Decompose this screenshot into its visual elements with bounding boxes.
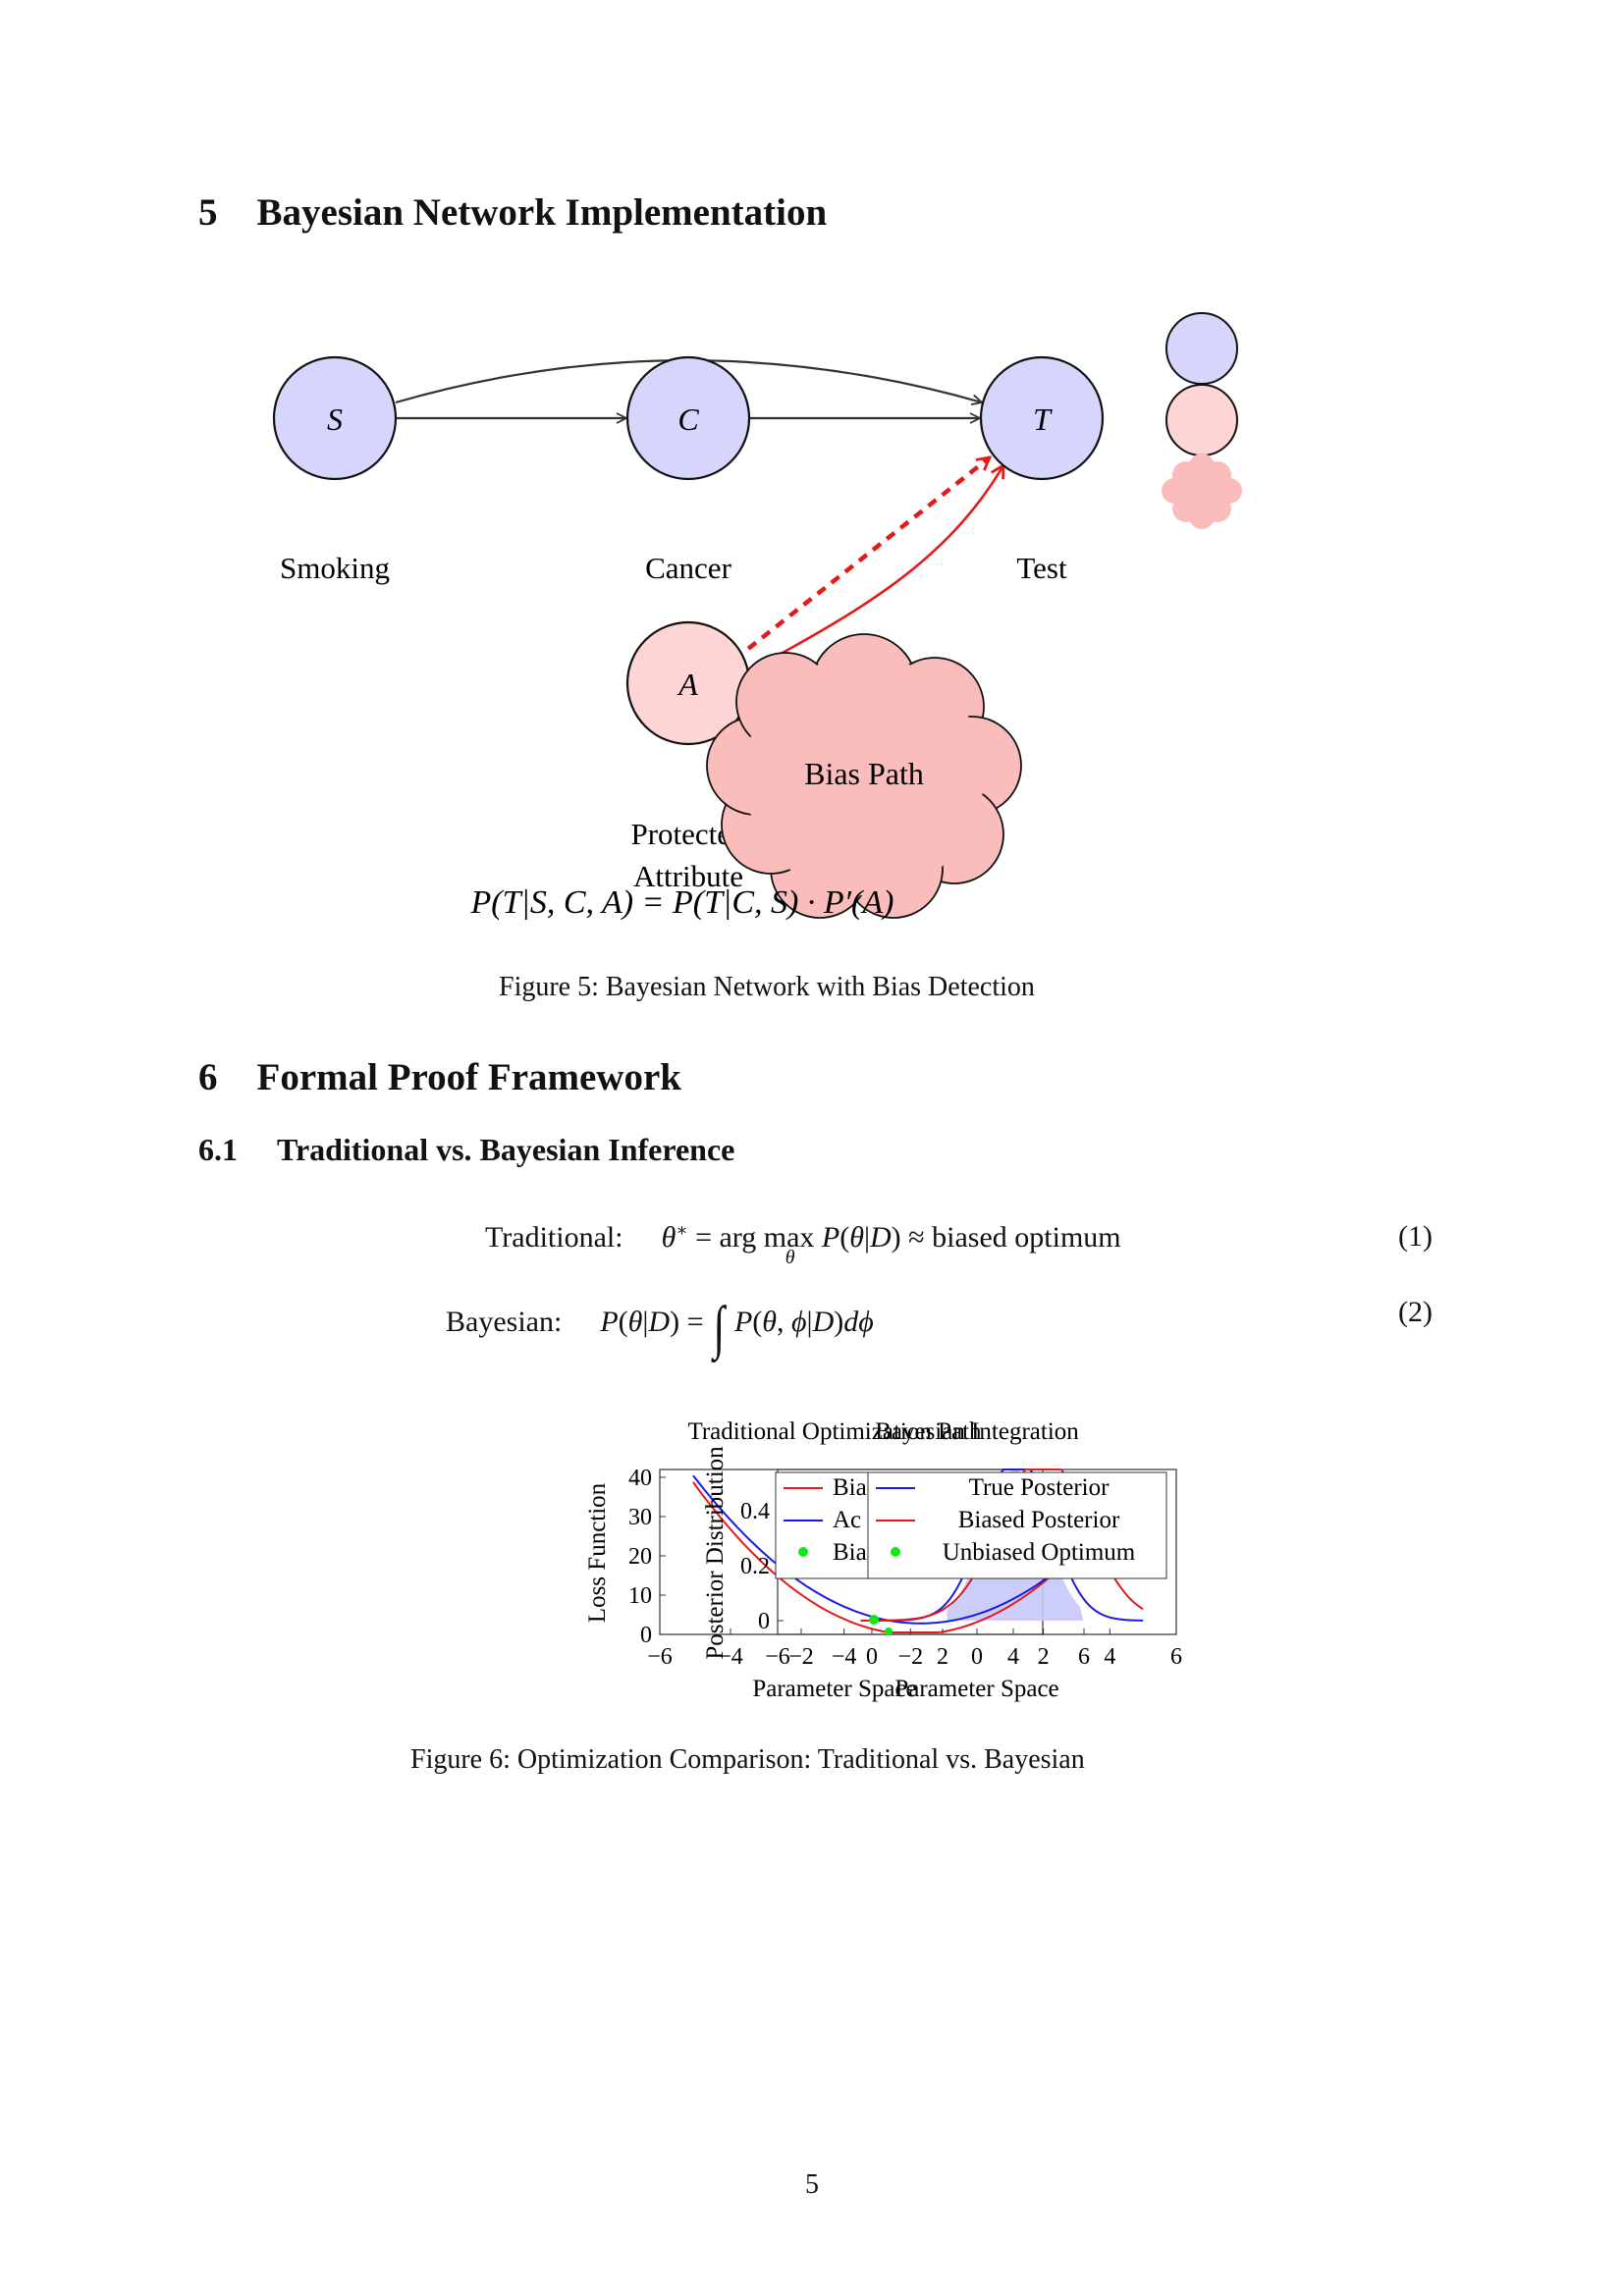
chart1-xtick-label: 2: [937, 1644, 948, 1670]
chart1-legend-label: Bia: [833, 1474, 867, 1501]
chart2-ytick-label: 0.4: [740, 1499, 770, 1524]
chart2-ytick-label: 0.2: [740, 1554, 770, 1579]
node-symbol: S: [327, 401, 343, 437]
chart2-ytick-label: 0: [758, 1609, 770, 1634]
equation-label: Traditional:: [485, 1221, 623, 1254]
section-title: Formal Proof Framework: [257, 1056, 681, 1098]
chart2-ylabel: Posterior Distribution: [702, 1446, 729, 1660]
chart1-ytick-label: 40: [628, 1466, 652, 1491]
chart2-legend-swatch: [891, 1547, 900, 1557]
chart1-ytick-label: 20: [628, 1544, 652, 1570]
chart2-xtick-label: −6: [765, 1644, 790, 1670]
bayesian-network-diagram: S C T A Smoking Cancer Test Protected At…: [0, 0, 1624, 962]
subsection-number: 6.1: [198, 1132, 238, 1167]
chart1-ytick-label: 10: [628, 1583, 652, 1609]
diagram-formula: P(T|S, C, A) = P(T|C, S) · P′(A): [470, 884, 894, 921]
chart1-xtick-label: −6: [647, 1644, 673, 1670]
chart2-xtick-label: 6: [1170, 1644, 1182, 1670]
chart2-xtick-label: −4: [832, 1644, 857, 1670]
node-label-smoking: Smoking: [280, 551, 390, 585]
chart1-xtick-label: 4: [1007, 1644, 1019, 1670]
chart1-optimum-point: [885, 1628, 893, 1635]
figure-6-charts: 010203040−6−4−2024600.20.4−6−4−20246Trad…: [0, 1394, 1624, 1728]
subsection-title: Traditional vs. Bayesian Inference: [277, 1132, 734, 1167]
equation-1-number: (1): [1398, 1220, 1433, 1254]
figure-5-caption: Figure 5: Bayesian Network with Bias Det…: [499, 972, 1035, 1003]
legend-sample-cloud: [1162, 454, 1242, 529]
chart1-xtick-label: 0: [866, 1644, 878, 1670]
chart2-legend-label: Unbiased Optimum: [943, 1539, 1136, 1566]
node-label-test: Test: [1016, 551, 1067, 585]
node-symbol: A: [677, 667, 698, 702]
chart2-xtick-label: 2: [1038, 1644, 1050, 1670]
node-label-cancer: Cancer: [645, 551, 731, 585]
legend-sample-pink: [1166, 385, 1237, 455]
section-6-heading: 6 Formal Proof Framework: [198, 1055, 681, 1099]
bias-edge-dashed: [734, 457, 990, 660]
chart2-xtick-label: −2: [898, 1644, 924, 1670]
chart2-xlabel: Parameter Space: [894, 1676, 1058, 1702]
chart1-ylabel: Loss Function: [584, 1482, 611, 1623]
node-test: T: [981, 357, 1103, 479]
bias-path-label: Bias Path: [804, 756, 924, 791]
equation-1: Traditional: θ∗ = arg maxθ P(θ|D) ≈ bias…: [485, 1220, 1121, 1255]
node-symbol: C: [677, 401, 699, 437]
chart2-legend-label: True Posterior: [969, 1474, 1110, 1501]
node-cancer: C: [627, 357, 749, 479]
legend-sample-blue: [1166, 313, 1237, 384]
node-symbol: T: [1033, 401, 1053, 437]
chart1-legend-swatch: [798, 1547, 808, 1557]
section-number: 6: [198, 1056, 218, 1098]
chart2-xtick-label: 0: [971, 1644, 983, 1670]
chart1-ytick-label: 30: [628, 1505, 652, 1530]
page-number: 5: [805, 2169, 819, 2201]
chart2-legend-label: Biased Posterior: [958, 1507, 1120, 1533]
chart1-xtick-label: −2: [788, 1644, 814, 1670]
chart1-xtick-label: 6: [1078, 1644, 1090, 1670]
equation-2: Bayesian: P(θ|D) = ∫ P(θ, ϕ|D)dϕ: [446, 1294, 874, 1362]
figure-6-caption: Figure 6: Optimization Comparison: Tradi…: [410, 1744, 1085, 1776]
chart1-legend-label: Ac: [833, 1507, 861, 1533]
chart2-xtick-label: 4: [1104, 1644, 1115, 1670]
node-smoking: S: [274, 357, 396, 479]
chart1-legend-label: Bia: [833, 1539, 867, 1566]
equation-label: Bayesian:: [446, 1306, 562, 1338]
equation-2-number: (2): [1398, 1296, 1433, 1329]
subsection-6-1-heading: 6.1 Traditional vs. Bayesian Inference: [198, 1132, 734, 1168]
chart2-title: Bayesian Integration: [875, 1418, 1079, 1445]
chart1-xlabel: Parameter Space: [752, 1676, 916, 1702]
chart2-unbiased-optimum-point: [869, 1615, 879, 1625]
